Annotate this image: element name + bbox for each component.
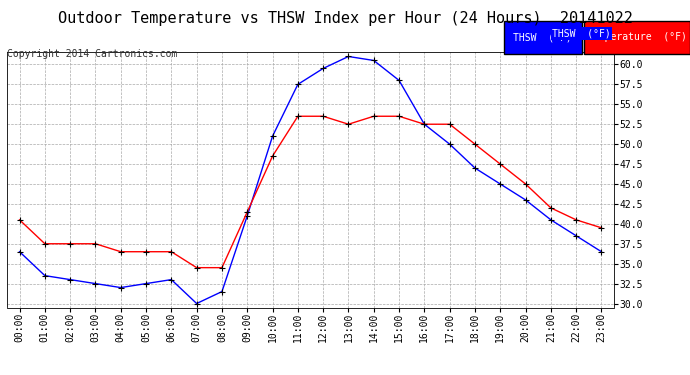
FancyBboxPatch shape [504,21,582,54]
FancyBboxPatch shape [584,21,690,54]
Text: Copyright 2014 Cartronics.com: Copyright 2014 Cartronics.com [7,49,177,59]
Text: Temperature  (°F): Temperature (°F) [587,33,687,42]
Text: THSW  (°F): THSW (°F) [552,29,611,39]
Text: Outdoor Temperature vs THSW Index per Hour (24 Hours)  20141022: Outdoor Temperature vs THSW Index per Ho… [57,11,633,26]
Text: THSW  (°F): THSW (°F) [513,33,572,42]
